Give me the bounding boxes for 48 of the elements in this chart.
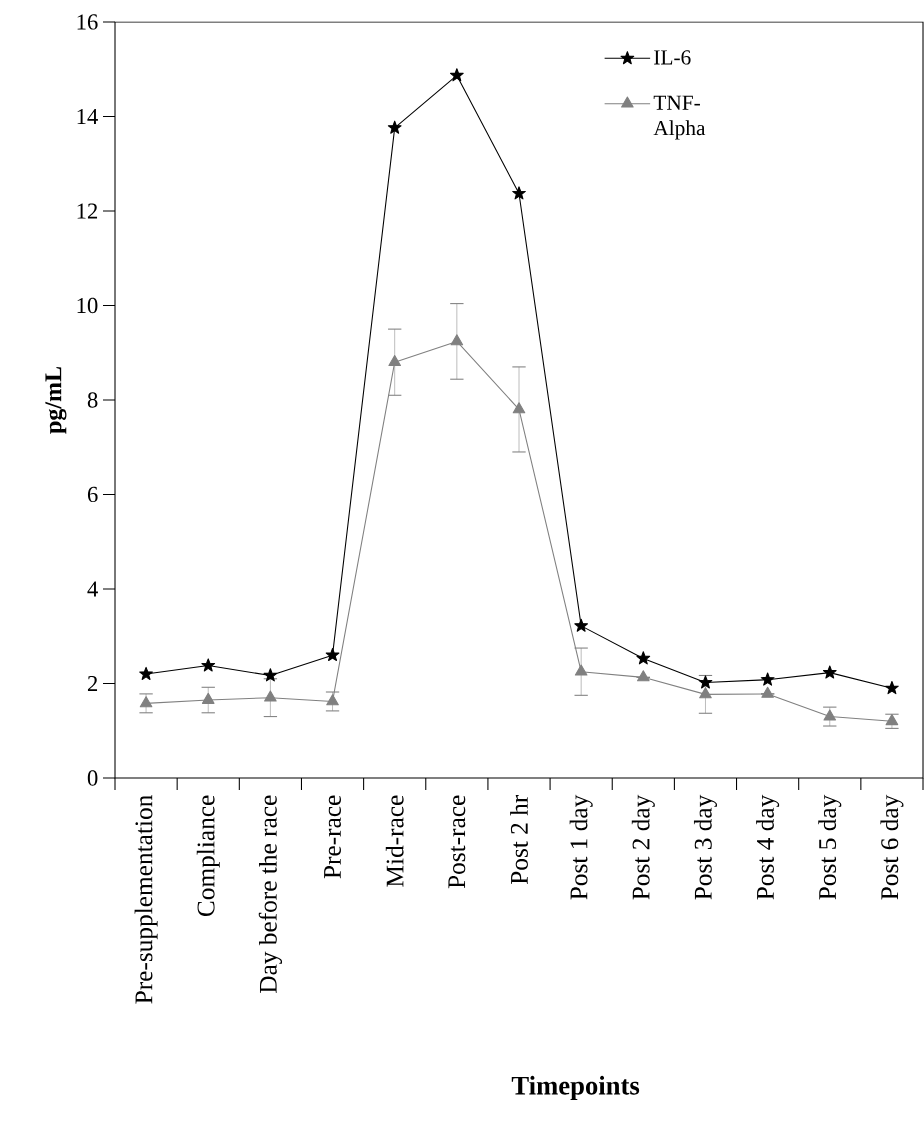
legend-label: TNF-Alpha bbox=[653, 95, 706, 140]
x-tick-label: Compliance bbox=[196, 795, 220, 917]
x-tick-label: Pre-supplementation bbox=[134, 795, 158, 1004]
point bbox=[885, 681, 899, 695]
x-tick-label: Post-race bbox=[448, 795, 466, 889]
y-tick-label: 14 bbox=[77, 109, 98, 124]
point bbox=[699, 687, 712, 699]
point bbox=[325, 647, 340, 662]
point bbox=[450, 334, 464, 346]
point bbox=[637, 670, 650, 682]
point bbox=[449, 68, 464, 82]
point bbox=[201, 692, 215, 704]
x-tick-label: Mid-race bbox=[385, 795, 404, 887]
point bbox=[512, 402, 526, 414]
legend-label: IL-6 bbox=[654, 50, 691, 65]
y-tick-label: 8 bbox=[87, 392, 98, 408]
point bbox=[201, 658, 216, 672]
point bbox=[387, 120, 402, 134]
y-tick-label: 12 bbox=[77, 203, 98, 219]
y-axis-title: pg/mL bbox=[45, 366, 67, 434]
x-tick-label: Post 6 day bbox=[880, 794, 904, 900]
y-tick-label: 10 bbox=[77, 297, 98, 314]
point bbox=[388, 354, 402, 367]
point bbox=[698, 675, 713, 689]
x-tick-label: Post 3 day bbox=[693, 794, 717, 900]
x-tick-label: Post 5 day bbox=[818, 794, 842, 900]
point bbox=[512, 186, 526, 200]
x-tick-label: Post 2 day bbox=[631, 794, 655, 900]
x-axis-title: Timepoints bbox=[511, 1075, 640, 1101]
point bbox=[636, 651, 651, 665]
y-tick-label: 2 bbox=[87, 675, 98, 691]
point bbox=[139, 666, 153, 680]
x-tick-label: Post 4 day bbox=[756, 794, 780, 900]
point bbox=[574, 618, 589, 632]
point bbox=[574, 664, 588, 676]
point bbox=[263, 668, 278, 682]
x-tick-label: Day before the race bbox=[258, 795, 283, 993]
x-tick-label: Pre-race bbox=[324, 795, 341, 879]
point bbox=[760, 672, 775, 686]
point bbox=[761, 686, 774, 698]
x-tick-label: Post 2 hr bbox=[510, 794, 528, 885]
y-tick-label: 0 bbox=[87, 770, 98, 786]
y-tick-label: 6 bbox=[87, 486, 98, 503]
point bbox=[264, 690, 277, 702]
y-tick-label: 16 bbox=[77, 14, 98, 30]
x-tick-label: Post 1 day bbox=[569, 794, 593, 900]
point bbox=[822, 665, 837, 679]
y-tick-label: 4 bbox=[87, 581, 98, 597]
